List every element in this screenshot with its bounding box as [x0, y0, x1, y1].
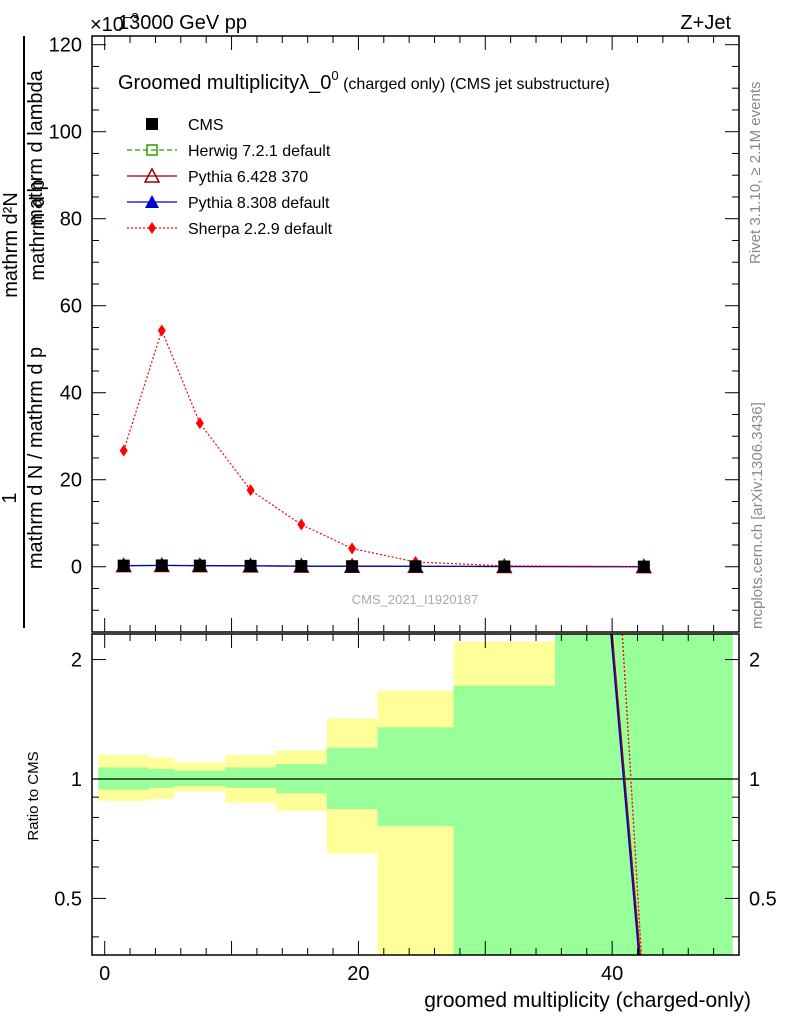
- y-label-denominator-main: mathrm d N / mathrm d p: [25, 347, 47, 569]
- ratio-inner-band: [555, 634, 733, 955]
- ratio-panel: 0.5 0.5 1 1 2 2 0 20 40 Ratio to CMS groomed mu…: [25, 633, 777, 1012]
- data-point: [193, 559, 206, 572]
- ratio-frame: [91, 633, 740, 956]
- series-line: [123, 328, 644, 568]
- main-frame: [91, 35, 740, 633]
- data-point: [143, 167, 161, 183]
- ratio-inner-band: [149, 768, 175, 788]
- ratio-inner-band: [225, 767, 276, 788]
- rivet-version-label: Rivet 3.1.10, ≥ 2.1M events: [747, 82, 764, 265]
- legend-entry: CMS: [146, 117, 224, 134]
- ratio-y-tick-label-right: 2: [749, 650, 760, 672]
- main-y-tick-label: 20: [60, 470, 82, 492]
- ratio-inner-band: [377, 727, 454, 827]
- data-point: [155, 559, 168, 572]
- ratio-series-group: [610, 633, 643, 956]
- mcplots-label: mcplots.cern.ch [arXiv:1306.3436]: [749, 402, 766, 629]
- data-point: [498, 560, 511, 573]
- y-label-denominator-end: mathrm d lambda: [25, 69, 47, 225]
- legend-label: Sherpa 2.2.9 default: [188, 221, 333, 238]
- legend-entry: Pythia 6.428 370: [127, 167, 308, 186]
- ratio-line-pythia-8-308-default: [610, 633, 640, 956]
- x-axis-label: groomed multiplicity (charged-only): [424, 989, 751, 1012]
- series-sherpa-2-2-9-default: [119, 324, 648, 573]
- main-x-ticks: [104, 36, 715, 632]
- data-point: [119, 444, 128, 457]
- main-title: Groomed multiplicityλ_00 (charged only) …: [118, 68, 610, 94]
- data-point: [637, 560, 650, 573]
- data-point: [348, 542, 357, 555]
- x-tick-label: 20: [347, 963, 369, 985]
- data-point: [146, 118, 158, 130]
- header-left: 13000 GeV pp: [118, 12, 247, 34]
- ratio-y-tick-label-right: 1: [749, 769, 760, 791]
- y-label-dN: mathrm d²N: [0, 192, 22, 298]
- main-y-tick-label: 80: [60, 209, 82, 231]
- ratio-y-tick-label: 0.5: [54, 888, 82, 910]
- ratio-inner-band: [453, 685, 556, 955]
- analysis-watermark: CMS_2021_I1920187: [352, 592, 479, 607]
- header-right: Z+Jet: [680, 12, 731, 34]
- data-point: [246, 484, 255, 497]
- legend-label: Herwig 7.2.1 default: [188, 143, 331, 160]
- ratio-y-tick-label-right: 0.5: [749, 888, 777, 910]
- legend-label: CMS: [188, 117, 224, 134]
- ratio-y-tick-label: 2: [71, 650, 82, 672]
- y-label-one: 1: [0, 492, 21, 503]
- main-y-ticks: 0 20 40 60 80 100 120: [49, 35, 739, 611]
- data-point: [295, 560, 308, 573]
- x-tick-label: 0: [99, 963, 110, 985]
- ratio-uncertainty-bands: [98, 634, 733, 955]
- main-y-tick-label: 40: [60, 383, 82, 405]
- data-point: [148, 222, 156, 234]
- data-point: [146, 144, 158, 156]
- main-y-tick-label: 60: [60, 296, 82, 318]
- ratio-line-pythia-6-428-370: [611, 633, 641, 956]
- data-point: [195, 417, 204, 430]
- ratio-line-sherpa-2-2-9-default: [621, 633, 643, 956]
- main-y-tick-label: 120: [49, 35, 82, 57]
- y-label-denominator-mid: mathrm d p: [27, 179, 49, 280]
- data-point: [297, 518, 306, 531]
- ratio-y-tick-label: 1: [71, 769, 82, 791]
- legend-entry: Herwig 7.2.1 default: [127, 143, 331, 160]
- data-point: [157, 324, 166, 337]
- ratio-y-label: Ratio to CMS: [25, 751, 42, 840]
- main-panel: CMS_2021_I1920187 0 20 40 60 80 100 120 Groome…: [49, 35, 740, 633]
- legend-entry: Sherpa 2.2.9 default: [127, 221, 333, 238]
- series-cms: [117, 559, 650, 573]
- ratio-inner-band: [174, 770, 226, 787]
- main-y-tick-label: 100: [49, 122, 82, 144]
- legend-label: Pythia 8.308 default: [188, 195, 330, 212]
- ratio-y-ticks: 0.5 0.5 1 1 2 2: [54, 650, 777, 938]
- legend: CMS Herwig 7.2.1 default Pythia 6.428 370 P…: [127, 117, 333, 238]
- y-exponent-label: ×10−3: [90, 10, 139, 36]
- legend-entry: Pythia 8.308 default: [127, 195, 330, 212]
- x-tick-label: 40: [601, 963, 623, 985]
- ratio-inner-band: [326, 747, 378, 810]
- main-y-axis-label: 1 mathrm d²N mathrm d N / mathrm d p mat…: [0, 36, 49, 628]
- main-y-tick-label: 0: [71, 557, 82, 579]
- main-series-group: [115, 324, 653, 574]
- ratio-x-ticks: 0 20 40: [99, 634, 715, 985]
- legend-label: Pythia 6.428 370: [188, 169, 308, 186]
- data-point: [346, 560, 359, 573]
- data-point: [117, 559, 130, 572]
- data-point: [244, 559, 257, 572]
- data-point: [409, 560, 422, 573]
- data-point: [145, 195, 159, 208]
